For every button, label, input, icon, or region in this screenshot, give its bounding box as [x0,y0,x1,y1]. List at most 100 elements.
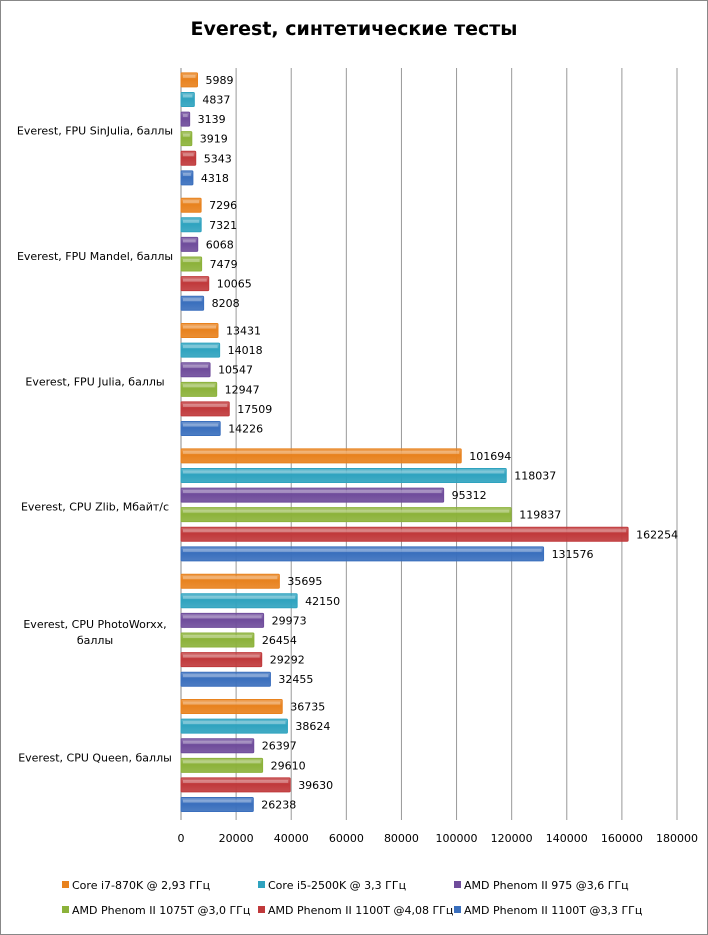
data-label: 6068 [206,238,234,251]
category-label: Everest, FPU Mandel, баллы [17,250,173,263]
data-label: 3919 [200,133,228,146]
bar [180,699,283,715]
bar [180,797,254,813]
bar [180,150,197,166]
legend-swatch [62,906,69,913]
data-label: 8208 [212,297,240,310]
bar-highlight [183,595,296,599]
bar-highlight [183,548,542,552]
bar [180,718,288,734]
bar-highlight [183,219,200,223]
bar [180,217,202,233]
bar-highlight [183,298,202,302]
bar-highlight [183,740,252,744]
bar [180,342,221,358]
bar-highlight [183,635,252,638]
x-tick-label: 0 [178,832,185,845]
bar-highlight [183,200,200,204]
data-label: 10065 [217,278,252,291]
data-label: 26238 [261,799,296,812]
bar-highlight [183,779,289,783]
bar [180,131,193,147]
x-tick-label: 80000 [384,832,419,845]
bar-highlight [183,133,190,137]
bar [180,381,218,397]
bar [180,467,507,483]
data-label: 3139 [198,113,226,126]
data-label: 119837 [519,509,561,522]
data-label: 38624 [295,720,330,733]
bar-highlight [183,239,196,243]
data-label: 101694 [469,450,511,463]
bar-highlight [183,654,260,658]
bar [180,632,255,648]
bar-highlight [183,74,196,78]
bar-highlight [183,259,200,262]
data-label: 26397 [262,740,297,753]
bar [180,295,205,311]
bar [180,111,191,127]
bar-highlight [183,153,194,157]
data-label: 4837 [202,93,230,106]
bar-highlight [183,423,219,427]
data-label: 29610 [271,759,306,772]
bar [180,507,512,523]
category-label: Everest, FPU Julia, баллы [25,375,164,388]
bar-highlight [183,114,188,118]
data-label: 162254 [636,528,678,541]
bar [180,401,230,417]
bar-highlight [183,94,193,98]
bar-highlight [183,674,269,678]
bar-highlight [183,760,261,764]
bar-highlight [183,345,218,349]
category-label: Everest, CPU Zlib, Мбайт/с [21,501,169,514]
bar [180,323,219,339]
bar-highlight [183,529,627,533]
data-label: 42150 [305,595,340,608]
legend-label: Core i5-2500K @ 3,3 ГГц [268,879,406,892]
bar-highlight [183,509,510,513]
category-label: Everest, CPU Queen, баллы [18,751,172,764]
x-tick-label: 40000 [274,832,309,845]
data-label: 39630 [298,779,333,792]
bar [180,593,298,609]
bar [180,276,210,292]
data-label: 7296 [209,199,237,212]
bar [180,421,221,437]
data-label: 95312 [452,489,487,502]
legend-label: Core i7-870K @ 2,93 ГГц [72,879,210,892]
data-label: 17509 [237,403,272,416]
category-label: Everest, FPU SinJulia, баллы [17,125,173,138]
legend-label: AMD Phenom II 975 @3,6 ГГц [464,879,629,892]
bar [180,671,271,687]
bar-highlight [183,364,209,368]
x-tick-label: 180000 [656,832,698,845]
data-label: 13431 [226,325,261,338]
data-label: 36735 [290,701,325,714]
bar [180,573,280,589]
legend-label: AMD Phenom II 1075T @3,0 ГГц [72,904,250,917]
data-label: 29973 [272,614,307,627]
bar-highlight [183,721,286,725]
bar [180,546,545,562]
chart-title: Everest, синтетические тесты [191,18,518,40]
bar-highlight [183,701,281,705]
bar-highlight [183,172,191,176]
data-label: 35695 [287,575,322,588]
bar [180,738,255,754]
data-label: 5343 [204,152,232,165]
bar [180,487,445,503]
x-tick-label: 100000 [436,832,478,845]
category-label: Everest, CPU PhotoWorxx, баллы [23,618,166,647]
x-tick-label: 160000 [601,832,643,845]
legend-swatch [258,906,265,913]
bar-highlight [183,490,442,494]
legend-swatch [454,906,461,913]
bar-highlight [183,450,460,454]
bar [180,197,202,213]
bar [180,91,195,107]
bar [180,72,199,88]
bar [180,236,199,252]
x-tick-label: 120000 [491,832,533,845]
